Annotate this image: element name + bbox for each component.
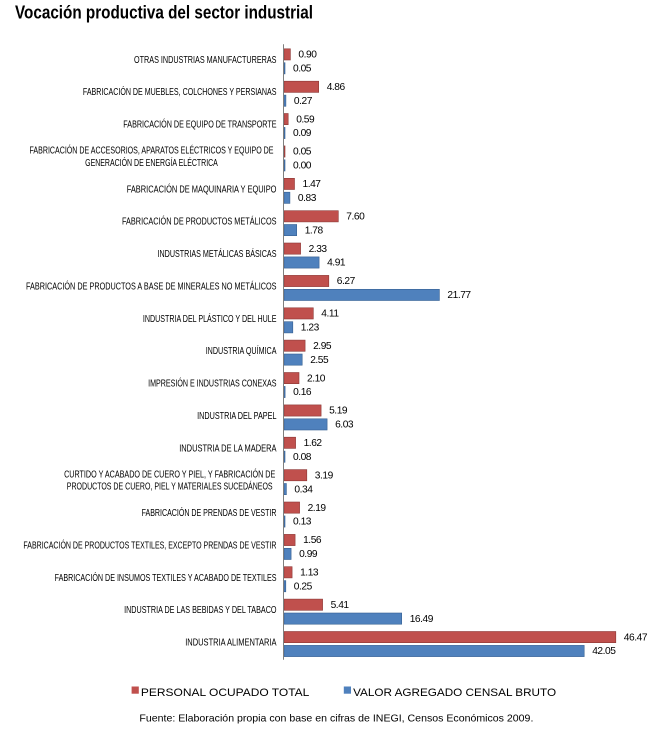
- svg-text:INDUSTRIA DEL PAPEL: INDUSTRIA DEL PAPEL: [197, 411, 277, 422]
- svg-text:0.09: 0.09: [293, 128, 312, 139]
- svg-text:INDUSTRIAS METÁLICAS BÁSICAS: INDUSTRIAS METÁLICAS BÁSICAS: [158, 249, 277, 260]
- svg-text:5.41: 5.41: [331, 600, 350, 611]
- svg-text:0.34: 0.34: [294, 484, 313, 495]
- svg-text:16.49: 16.49: [410, 614, 434, 625]
- svg-text:1.47: 1.47: [303, 179, 322, 190]
- svg-text:1.13: 1.13: [300, 568, 319, 579]
- svg-text:0.83: 0.83: [298, 193, 317, 204]
- svg-text:7.60: 7.60: [346, 211, 365, 222]
- svg-text:1.78: 1.78: [305, 225, 324, 236]
- svg-text:3.19: 3.19: [315, 470, 334, 481]
- svg-text:FABRICACIÓN DE MUEBLES, COLCHO: FABRICACIÓN DE MUEBLES, COLCHONES Y PERS…: [83, 87, 277, 98]
- svg-text:FABRICACIÓN DE PRODUCTOS A BAS: FABRICACIÓN DE PRODUCTOS A BASE DE MINER…: [26, 281, 277, 292]
- svg-text:OTRAS INDUSTRIAS MANUFACTURERA: OTRAS INDUSTRIAS MANUFACTURERAS: [134, 55, 277, 66]
- svg-text:FABRICACIÓN DE EQUIPO DE TRANS: FABRICACIÓN DE EQUIPO DE TRANSPORTE: [123, 120, 277, 131]
- svg-text:0.16: 0.16: [293, 387, 312, 398]
- svg-text:PRODUCTOS DE CUERO, PIEL Y MAT: PRODUCTOS DE CUERO, PIEL Y MATERIALES SU…: [67, 482, 273, 493]
- svg-text:FABRICACIÓN DE INSUMOS TEXTILE: FABRICACIÓN DE INSUMOS TEXTILES Y ACABAD…: [55, 573, 277, 584]
- svg-text:1.56: 1.56: [303, 535, 322, 546]
- svg-text:Fuente: Elaboración propia con: Fuente: Elaboración propia con base en c…: [139, 713, 533, 725]
- svg-text:2.95: 2.95: [313, 341, 332, 352]
- svg-text:Vocación productiva del sector: Vocación productiva del sector industria…: [15, 3, 313, 23]
- svg-text:FABRICACIÓN DE PRODUCTOS METÁL: FABRICACIÓN DE PRODUCTOS METÁLICOS: [122, 217, 277, 228]
- svg-text:6.27: 6.27: [337, 276, 356, 287]
- svg-text:0.59: 0.59: [296, 114, 315, 125]
- svg-text:1.23: 1.23: [301, 323, 320, 334]
- svg-text:FABRICACIÓN DE MAQUINARIA Y EQ: FABRICACIÓN DE MAQUINARIA Y EQUIPO: [127, 184, 277, 195]
- svg-text:0.08: 0.08: [293, 452, 312, 463]
- svg-text:21.77: 21.77: [447, 290, 471, 301]
- svg-text:1.62: 1.62: [304, 438, 323, 449]
- svg-text:FABRICACIÓN DE PRODUCTOS TEXTI: FABRICACIÓN DE PRODUCTOS TEXTILES, EXCEP…: [23, 540, 276, 551]
- svg-text:PERSONAL OCUPADO TOTAL: PERSONAL OCUPADO TOTAL: [141, 687, 309, 699]
- svg-text:4.11: 4.11: [321, 309, 339, 320]
- svg-text:2.10: 2.10: [307, 373, 326, 384]
- svg-text:0.90: 0.90: [298, 50, 317, 61]
- svg-text:INDUSTRIA DEL PLÁSTICO Y DEL H: INDUSTRIA DEL PLÁSTICO Y DEL HULE: [143, 314, 277, 325]
- svg-text:4.86: 4.86: [327, 82, 346, 93]
- svg-text:4.91: 4.91: [327, 258, 346, 269]
- svg-text:GENERACIÓN DE ENERGÍA ELÉCTRIC: GENERACIÓN DE ENERGÍA ELÉCTRICA: [85, 158, 218, 169]
- svg-text:0.13: 0.13: [293, 517, 312, 528]
- svg-text:FABRICACIÓN DE PRENDAS DE VEST: FABRICACIÓN DE PRENDAS DE VESTIR: [142, 508, 277, 519]
- svg-text:0.00: 0.00: [293, 161, 312, 172]
- svg-text:IMPRESIÓN E INDUSTRIAS CONEXAS: IMPRESIÓN E INDUSTRIAS CONEXAS: [148, 379, 277, 390]
- svg-text:2.33: 2.33: [309, 244, 328, 255]
- svg-text:0.05: 0.05: [293, 64, 312, 75]
- svg-text:6.03: 6.03: [335, 420, 354, 431]
- svg-text:INDUSTRIA DE LAS BEBIDAS Y DEL: INDUSTRIA DE LAS BEBIDAS Y DEL TABACO: [124, 605, 277, 616]
- svg-text:0.27: 0.27: [294, 96, 313, 107]
- svg-text:CURTIDO Y ACABADO DE CUERO Y P: CURTIDO Y ACABADO DE CUERO Y PIEL, Y FAB…: [64, 469, 276, 480]
- svg-text:FABRICACIÓN DE ACCESORIOS, APA: FABRICACIÓN DE ACCESORIOS, APARATOS ELÉC…: [30, 146, 274, 157]
- svg-text:INDUSTRIA DE LA MADERA: INDUSTRIA DE LA MADERA: [179, 443, 277, 454]
- svg-text:2.55: 2.55: [310, 355, 329, 366]
- svg-text:INDUSTRIA ALIMENTARIA: INDUSTRIA ALIMENTARIA: [185, 638, 277, 649]
- svg-text:VALOR AGREGADO CENSAL BRUTO: VALOR AGREGADO CENSAL BRUTO: [353, 687, 556, 699]
- svg-text:0.25: 0.25: [294, 581, 313, 592]
- svg-text:46.47: 46.47: [624, 632, 648, 643]
- svg-text:0.99: 0.99: [299, 549, 318, 560]
- svg-text:5.19: 5.19: [329, 406, 348, 417]
- svg-text:42.05: 42.05: [592, 646, 616, 657]
- svg-text:2.19: 2.19: [308, 503, 327, 514]
- svg-text:0.05: 0.05: [293, 147, 312, 158]
- svg-text:INDUSTRIA QUÍMICA: INDUSTRIA QUÍMICA: [206, 346, 277, 357]
